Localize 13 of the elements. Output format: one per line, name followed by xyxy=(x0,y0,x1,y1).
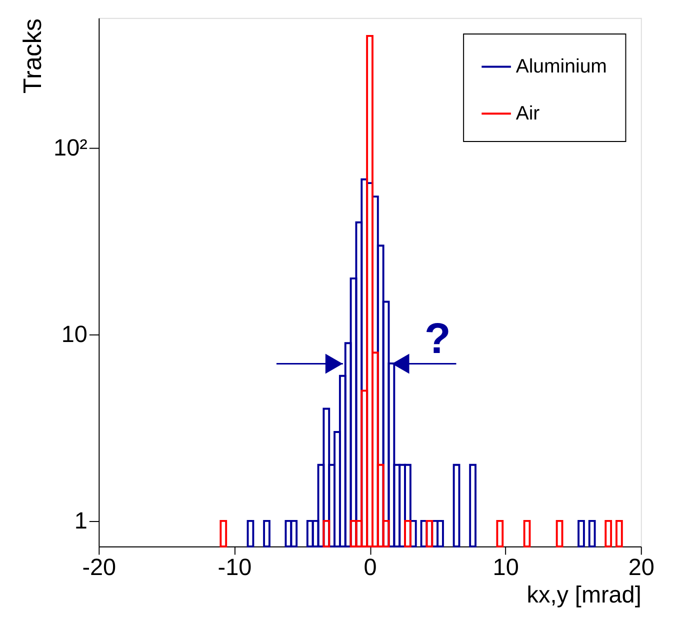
x-tick-label: 20 xyxy=(628,554,654,580)
x-tick-label: -20 xyxy=(82,554,116,580)
legend-label: Air xyxy=(516,102,540,124)
annotation: ? xyxy=(424,314,451,363)
y-tick-label: 1 xyxy=(74,507,88,534)
x-tick-label: 10 xyxy=(492,554,519,580)
y-tick-label: 10² xyxy=(54,134,88,160)
x-axis-title: kx,y [mrad] xyxy=(526,582,642,608)
x-tick-label: -10 xyxy=(218,554,252,580)
y-tick-label: 10 xyxy=(61,320,88,347)
legend-label: Aluminium xyxy=(516,56,607,78)
x-tick-label: 0 xyxy=(364,554,377,580)
y-axis-title: Tracks xyxy=(18,18,47,94)
